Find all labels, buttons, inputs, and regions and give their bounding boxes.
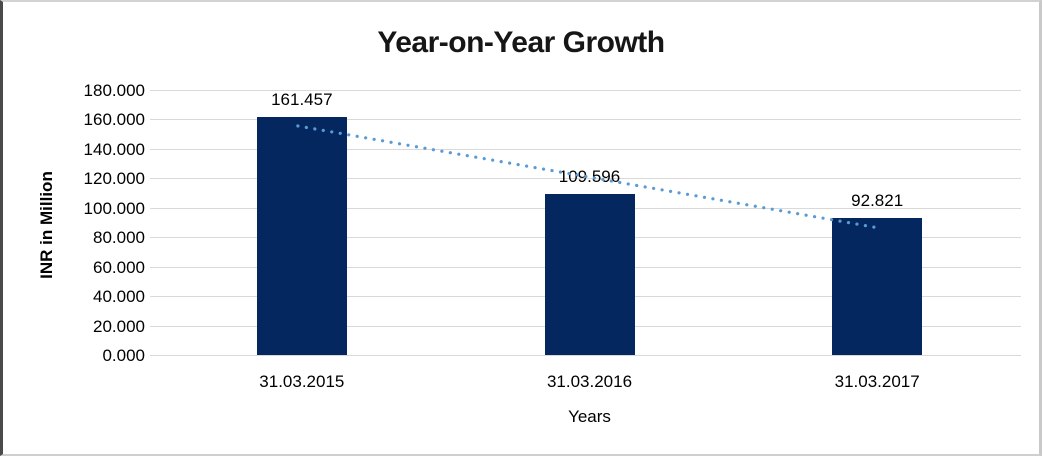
bar-value-label: 92.821 — [851, 191, 904, 211]
y-axis-tick — [150, 237, 158, 238]
y-axis-tick — [150, 178, 158, 179]
x-category-label: 31.03.2015 — [259, 372, 345, 391]
y-tick-label: 100.000 — [83, 199, 145, 218]
y-tick-label: 0.000 — [102, 346, 145, 365]
chart-title: Year-on-Year Growth — [377, 26, 665, 59]
bar-value-label: 109.596 — [558, 166, 621, 186]
y-axis-tick — [150, 90, 158, 91]
y-tick-label: 140.000 — [83, 140, 145, 159]
y-axis-tick — [150, 355, 158, 356]
y-axis-tick — [150, 208, 158, 209]
y-axis-tick — [150, 326, 158, 327]
y-axis-tick — [150, 149, 158, 150]
y-tick-label: 60.000 — [93, 258, 145, 277]
bar — [256, 117, 347, 355]
y-axis-title: INR in Million — [37, 171, 56, 279]
y-tick-label: 120.000 — [83, 169, 145, 188]
y-tick-label: 20.000 — [93, 317, 145, 336]
gridline — [158, 90, 1021, 91]
y-tick-label: 40.000 — [93, 287, 145, 306]
x-category-label: 31.03.2016 — [546, 372, 633, 391]
bar-value-label: 161.457 — [271, 90, 333, 110]
x-axis-title: Years — [568, 407, 611, 426]
x-category-label: 31.03.2017 — [834, 372, 920, 391]
y-axis-tick — [150, 267, 158, 268]
gridline — [158, 119, 1021, 120]
gridline — [158, 355, 1021, 356]
y-tick-label: 80.000 — [93, 228, 145, 247]
y-tick-label: 160.000 — [83, 110, 145, 129]
y-axis-tick — [150, 119, 158, 120]
bar — [832, 218, 923, 355]
y-axis-tick — [150, 296, 158, 297]
y-tick-label: 180.000 — [83, 81, 145, 100]
bar — [544, 193, 635, 355]
